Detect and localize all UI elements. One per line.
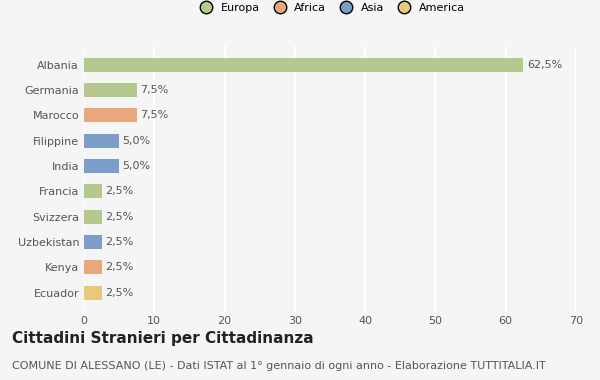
Text: 5,0%: 5,0% — [122, 136, 151, 146]
Bar — [84, 286, 101, 299]
Text: 5,0%: 5,0% — [122, 161, 151, 171]
Bar — [84, 235, 101, 249]
Bar — [84, 184, 101, 198]
Text: 2,5%: 2,5% — [105, 262, 133, 272]
Legend: Europa, Africa, Asia, America: Europa, Africa, Asia, America — [195, 3, 465, 13]
Text: 2,5%: 2,5% — [105, 212, 133, 222]
Bar — [84, 58, 523, 71]
Text: 7,5%: 7,5% — [140, 85, 169, 95]
Text: 62,5%: 62,5% — [527, 60, 562, 70]
Bar — [84, 210, 101, 223]
Text: 7,5%: 7,5% — [140, 110, 169, 120]
Bar — [84, 134, 119, 147]
Bar — [84, 83, 137, 97]
Text: 2,5%: 2,5% — [105, 288, 133, 298]
Text: Cittadini Stranieri per Cittadinanza: Cittadini Stranieri per Cittadinanza — [12, 331, 314, 345]
Bar — [84, 108, 137, 122]
Text: COMUNE DI ALESSANO (LE) - Dati ISTAT al 1° gennaio di ogni anno - Elaborazione T: COMUNE DI ALESSANO (LE) - Dati ISTAT al … — [12, 361, 546, 371]
Bar — [84, 260, 101, 274]
Text: 2,5%: 2,5% — [105, 186, 133, 196]
Bar — [84, 159, 119, 173]
Text: 2,5%: 2,5% — [105, 237, 133, 247]
